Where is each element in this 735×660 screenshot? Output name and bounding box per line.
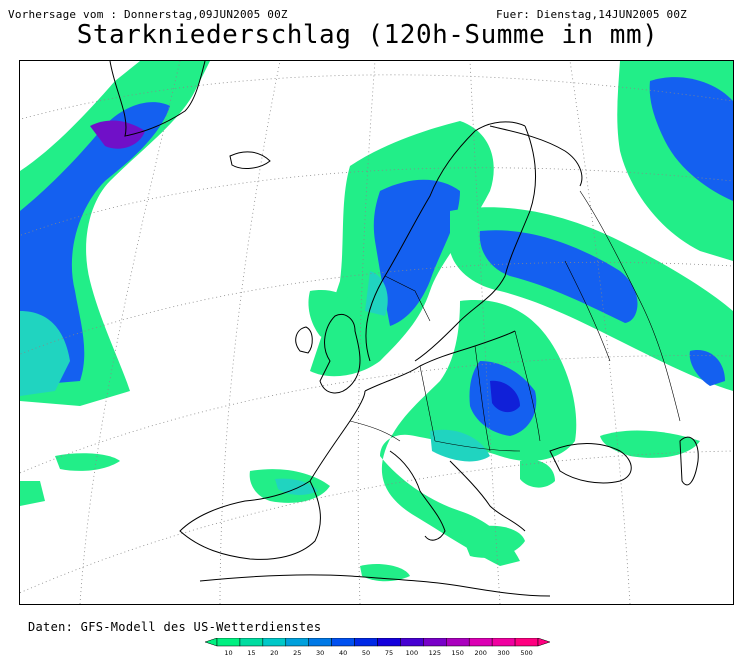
legend-swatch: [216, 637, 241, 647]
precip-area-ne-blue: [649, 77, 733, 201]
legend-tick-label: 100: [406, 649, 418, 656]
graticule: [20, 61, 733, 604]
legend-tick-label: 15: [247, 649, 255, 656]
precip-area-spain-north: [55, 453, 120, 471]
map-title: Starkniederschlag (120h-Summe in mm): [76, 20, 659, 50]
data-source-label: Daten: GFS-Modell des US-Wetterdienstes: [28, 620, 322, 634]
legend-swatch: [285, 637, 309, 647]
coast-ireland: [295, 326, 313, 354]
precip-area-east-blue: [689, 350, 725, 386]
legend-swatch: [239, 637, 264, 647]
precip-area-scandinavia-blue: [373, 179, 460, 326]
precip-area-atlantic-blue: [20, 102, 170, 386]
legend-tick-label: 50: [362, 649, 370, 656]
precip-area-iberia-cyan: [275, 478, 318, 495]
legend-tick-label: 75: [385, 649, 393, 656]
precip-area-south-italy: [460, 525, 525, 558]
legend-swatch: [514, 637, 539, 647]
precip-layer: [20, 61, 733, 582]
legend-arrow-low: [204, 637, 218, 647]
coast-blacksea: [549, 443, 632, 484]
coast-biscay: [309, 390, 366, 482]
legend-tick-label: 125: [429, 649, 441, 656]
precip-area-baltic-blue: [479, 230, 638, 323]
legend-swatch: [262, 637, 287, 647]
legend-swatch: [354, 637, 378, 647]
legend-swatch: [423, 637, 447, 647]
forecast-issued-label: Vorhersage vom : Donnerstag,09JUN2005 00…: [8, 8, 288, 21]
coast-balkans: [449, 460, 526, 532]
legend-arrow-high: [537, 637, 551, 647]
coast-norway: [365, 121, 526, 362]
coastlines: [109, 61, 699, 597]
legend-swatch: [331, 637, 355, 647]
coast-north-africa: [199, 574, 551, 597]
precipitation-map: [19, 60, 734, 605]
precip-area-atlantic-cyan: [20, 311, 70, 396]
legend-swatch: [400, 637, 424, 647]
coast-iceland: [229, 151, 271, 169]
legend-tick-label: 150: [452, 649, 464, 656]
coast-greenland: [109, 61, 206, 137]
precip-area-morocco: [360, 564, 410, 582]
legend-swatch: [446, 637, 470, 647]
legend-swatch: [468, 637, 493, 647]
coast-kola: [489, 125, 583, 187]
coast-britain: [319, 314, 361, 394]
legend-tick-label: 200: [474, 649, 486, 656]
legend-tick-label: 20: [270, 649, 278, 656]
legend-tick-label: 40: [339, 649, 347, 656]
legend-swatch: [377, 637, 401, 647]
precip-area-central-dark: [490, 380, 520, 413]
precip-area-central: [380, 300, 577, 566]
precip-legend: 10 15 20 25 30 40 50 75 100 125 150 200 300 500: [204, 637, 551, 657]
coast-continent-north: [364, 330, 516, 392]
precip-area-greenland-violet: [90, 120, 145, 149]
coast-sweden-finland: [414, 125, 536, 362]
legend-swatch: [491, 637, 516, 647]
coast-caspian: [679, 436, 699, 486]
country-borders: [349, 190, 681, 452]
precip-area-blacksea: [600, 430, 700, 458]
coast-italy: [389, 450, 446, 541]
coast-iberia: [179, 480, 321, 560]
legend-tick-label: 10: [224, 649, 232, 656]
precip-area-greece: [520, 459, 555, 488]
precip-area-spain-west: [20, 481, 45, 506]
legend-colorbar: 10 15 20 25 30 40 50 75 100 125 150 200 300 500: [204, 637, 551, 657]
legend-tick-label: 300: [497, 649, 509, 656]
valid-time-label: Fuer: Dienstag,14JUN2005 00Z: [495, 8, 687, 21]
map-canvas: [20, 61, 733, 604]
legend-tick-label: 30: [316, 649, 324, 656]
legend-swatch: [308, 637, 332, 647]
legend-tick-label: 500: [520, 649, 532, 656]
legend-tick-label: 25: [293, 649, 301, 656]
